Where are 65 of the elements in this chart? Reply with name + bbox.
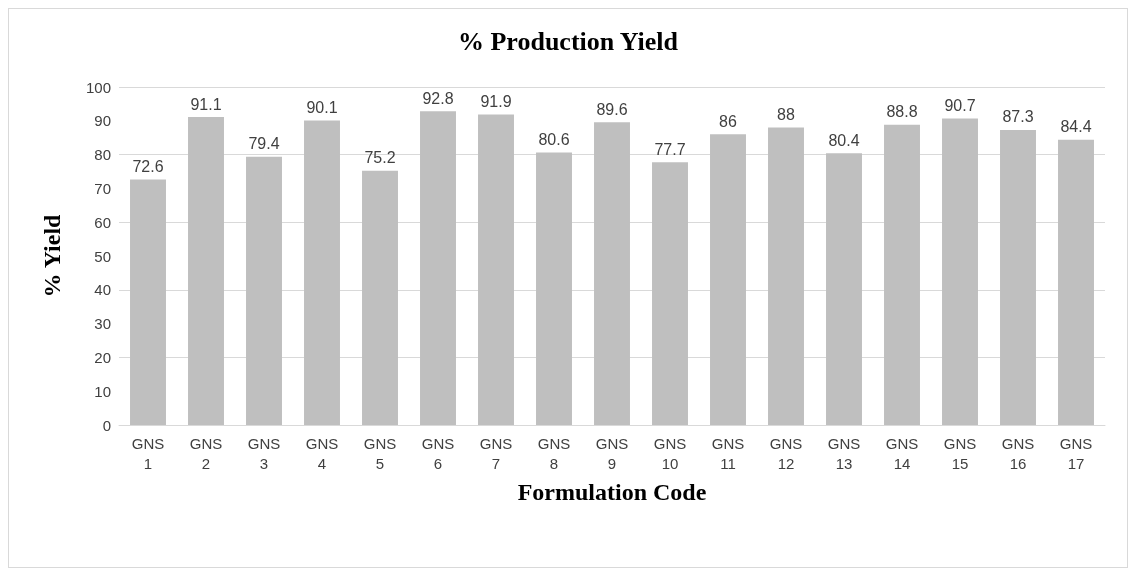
x-tick-label: GNS 15: [943, 434, 977, 472]
data-label: 88: [777, 106, 795, 124]
bar: [594, 122, 630, 425]
x-tick-label: GNS 8: [537, 434, 571, 472]
y-tick-label: 0: [102, 416, 111, 434]
data-label: 79.4: [248, 135, 280, 153]
bar: [362, 170, 398, 425]
data-label: 90.7: [944, 96, 976, 114]
data-label: 72.6: [132, 158, 164, 176]
data-label: 77.7: [654, 140, 686, 158]
x-tick-label: GNS 6: [421, 434, 455, 472]
bar: [130, 179, 166, 425]
y-tick-label: 60: [94, 213, 111, 231]
x-tick-label: GNS 4: [305, 434, 339, 472]
chart-title: % Production Yield: [457, 26, 679, 56]
y-axis-title: % Yield: [39, 213, 65, 298]
bar: [1058, 139, 1094, 425]
x-tick-label: GNS 16: [1001, 434, 1035, 472]
bar: [304, 120, 340, 425]
data-label: 91.9: [480, 92, 512, 110]
x-tick-label: GNS 7: [479, 434, 513, 472]
x-tick-label: GNS 2: [189, 434, 223, 472]
data-label: 87.3: [1002, 108, 1034, 126]
x-tick-label: GNS 12: [769, 434, 803, 472]
data-label: 86: [719, 112, 737, 130]
data-label: 80.6: [538, 131, 570, 149]
data-label: 75.2: [364, 149, 396, 167]
data-label: 84.4: [1060, 118, 1092, 136]
data-label: 89.6: [596, 100, 628, 118]
y-tick-label: 70: [94, 179, 111, 197]
x-tick-label: GNS 17: [1059, 434, 1093, 472]
data-label: 91.1: [190, 95, 222, 113]
data-label: 88.8: [886, 103, 918, 121]
data-label: 92.8: [422, 89, 454, 107]
bar: [768, 127, 804, 425]
x-tick-label: GNS 10: [653, 434, 687, 472]
x-tick-label: GNS 14: [885, 434, 919, 472]
x-tick-label: GNS 1: [131, 434, 165, 472]
bar: [478, 114, 514, 425]
y-tick-label: 80: [94, 146, 111, 164]
y-tick-label: 10: [94, 382, 111, 400]
bar: [188, 117, 224, 425]
bar: [942, 118, 978, 425]
data-label: 90.1: [306, 98, 338, 116]
bar: [884, 124, 920, 425]
x-tick-label: GNS 9: [595, 434, 629, 472]
bar: [420, 111, 456, 425]
y-tick-label: 90: [94, 112, 111, 130]
y-tick-label: 100: [85, 78, 111, 96]
x-tick-label: GNS 5: [363, 434, 397, 472]
bar: [826, 153, 862, 425]
bar: [710, 134, 746, 425]
x-tick-label: GNS 3: [247, 434, 281, 472]
bar: [1000, 129, 1036, 425]
y-tick-label: 20: [94, 348, 111, 366]
bar: [652, 162, 688, 425]
y-tick-label: 40: [94, 281, 111, 299]
data-label: 80.4: [828, 131, 860, 149]
x-axis-title: Formulation Code: [517, 479, 707, 505]
x-tick-label: GNS 13: [827, 434, 861, 472]
bar: [246, 156, 282, 425]
bar: [536, 152, 572, 425]
x-tick-label: GNS 11: [711, 434, 745, 472]
y-tick-label: 50: [94, 247, 111, 265]
y-tick-label: 30: [94, 315, 111, 333]
